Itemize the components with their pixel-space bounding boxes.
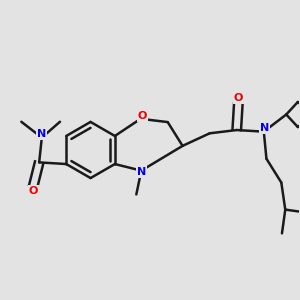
Text: N: N	[260, 123, 269, 134]
Text: O: O	[28, 186, 38, 196]
Text: N: N	[137, 167, 147, 177]
Text: O: O	[234, 93, 243, 103]
Text: O: O	[138, 111, 147, 121]
Text: N: N	[37, 129, 46, 139]
